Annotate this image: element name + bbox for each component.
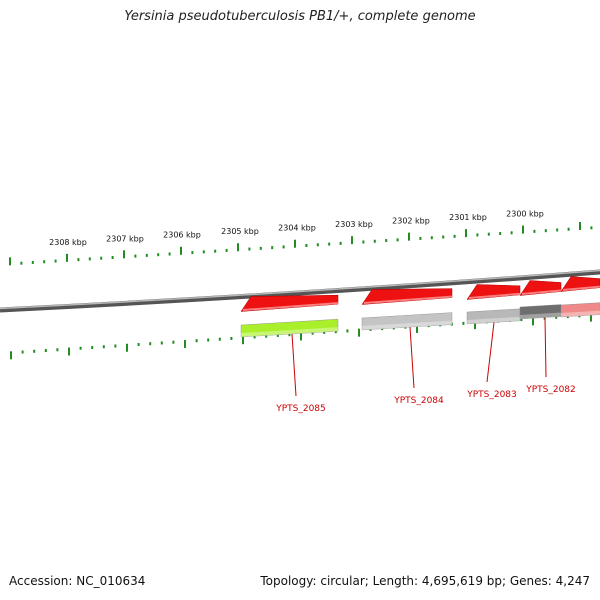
cds-feature-bar[interactable]: [560, 302, 600, 318]
genome-title: Yersinia pseudotuberculosis PB1/+, compl…: [124, 9, 476, 24]
scale-label: 2307 kbp: [106, 234, 144, 243]
gene-label[interactable]: YPTS_2083: [466, 390, 517, 400]
gene-arrow-highlight: [364, 295, 452, 304]
scale-ticks-top: [9, 222, 593, 266]
gene-arrow-highlight: [243, 302, 338, 311]
gene-label-leader: [409, 327, 415, 389]
scale-label: 2308 kbp: [49, 238, 87, 247]
scale-labels: 2308 kbp 2307 kbp 2306 kbp 2305 kbp 2304 kbp…: [49, 209, 544, 246]
scale-label: 2300 kbp: [506, 209, 544, 218]
genome-backbone-highlight: [0, 269, 600, 310]
genome-stats-text: Topology: circular; Length: 4,695,619 bp…: [260, 574, 590, 588]
scale-label: 2303 kbp: [335, 220, 373, 229]
gene-label[interactable]: YPTS_2085: [275, 404, 326, 414]
accession-text: Accession: NC_010634: [9, 574, 146, 588]
cds-feature-shine: [241, 327, 338, 337]
scale-ticks-bottom: [10, 313, 592, 360]
scale-label: 2305 kbp: [221, 227, 259, 236]
scale-label: 2302 kbp: [392, 217, 430, 226]
cds-feature-bar[interactable]: [240, 318, 339, 338]
scale-label: 2301 kbp: [449, 213, 487, 222]
cds-feature-bar[interactable]: [361, 312, 453, 331]
cds-feature-bar[interactable]: [466, 308, 521, 325]
cds-feature-shine: [467, 316, 520, 324]
genome-backbone: [0, 269, 600, 313]
scale-label: 2306 kbp: [163, 231, 201, 240]
cds-feature-shine: [520, 312, 561, 319]
cds-feature-shine: [561, 310, 600, 317]
gene-label-leader: [544, 317, 547, 378]
gene-track: YPTS_2085 YPTS_2084 YPTS_2083 YPTS_2082: [240, 276, 600, 414]
gene-label[interactable]: YPTS_2082: [525, 385, 576, 395]
gene-label-leader: [291, 333, 297, 397]
gene-arrow-highlight: [563, 285, 600, 291]
gene-label[interactable]: YPTS_2084: [393, 396, 444, 406]
gene-arrow-highlight: [469, 292, 520, 299]
cds-feature-shine: [362, 320, 452, 330]
gene-label-leader: [486, 322, 495, 383]
gene-arrow-highlight: [522, 289, 561, 295]
scale-label: 2304 kbp: [278, 224, 316, 233]
